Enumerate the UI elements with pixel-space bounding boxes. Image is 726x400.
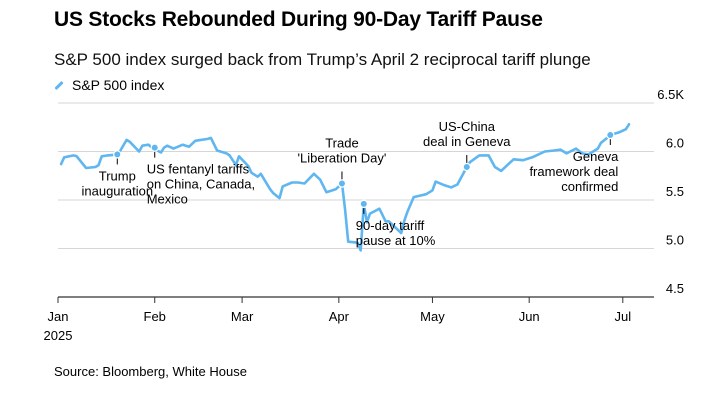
annotation-label-line: Mexico — [147, 192, 188, 207]
annotation-label-line: deal in Geneva — [423, 134, 511, 149]
annotation-label-line: framework deal — [529, 164, 618, 179]
annotation-label-line: Trade — [325, 136, 358, 151]
source-note: Source: Bloomberg, White House — [54, 364, 247, 379]
x-tick-sublabel: 2025 — [44, 328, 73, 343]
chart-title: US Stocks Rebounded During 90-Day Tariff… — [54, 8, 543, 31]
annotation-label-line: inauguration — [82, 183, 154, 198]
annotation-label: Geneva framework deal confirmed — [529, 149, 619, 194]
annotation-label-line: Trump — [99, 168, 136, 183]
annotation-label-line: confirmed — [561, 179, 618, 194]
sp500-line — [59, 123, 631, 252]
x-tick-label: Apr — [329, 309, 350, 324]
annotation-label-line: US-China — [439, 119, 496, 134]
annotation-label-line: on China, Canada, — [147, 177, 255, 192]
x-tick-label: Jun — [519, 309, 540, 324]
annotation-label: 90-day tariff pause at 10% — [356, 218, 436, 248]
annotation-marker — [359, 199, 369, 209]
annotation-label: Trump inauguration — [82, 168, 154, 198]
y-tick-label: 6.0 — [666, 136, 684, 151]
x-tick-label: Feb — [144, 309, 166, 324]
annotation-marker — [113, 150, 122, 159]
x-tick-label: May — [420, 309, 445, 324]
annotation-marker — [337, 179, 347, 188]
chart-subtitle: S&P 500 index surged back from Trump’s A… — [54, 50, 591, 69]
annotation-label: US fentanyl tariffs on China, Canada, Mexi… — [147, 162, 255, 207]
annotation-label-line: US fentanyl tariffs — [147, 162, 250, 177]
annotation-label-line: pause at 10% — [356, 233, 436, 248]
annotation-label-line: 'Liberation Day' — [298, 151, 387, 166]
annotation-marker — [606, 130, 615, 140]
annotation-label: Trade 'Liberation Day' — [298, 136, 387, 166]
y-tick-label: 6.5K — [657, 87, 684, 102]
x-tick-label: Jul — [614, 309, 631, 324]
x-tick-label: Jan — [48, 309, 69, 324]
annotation-label-line: Geneva — [573, 149, 619, 164]
y-tick-label: 5.0 — [666, 233, 684, 248]
y-tick-label: 4.5 — [666, 281, 684, 296]
annotation-label: US-China deal in Geneva — [423, 119, 511, 149]
annotation-marker — [462, 162, 471, 172]
x-tick-label: Mar — [231, 309, 254, 324]
legend-label: S&P 500 index — [72, 77, 165, 93]
legend: S&P 500 index — [54, 76, 164, 94]
y-tick-label: 5.5 — [666, 184, 684, 199]
annotation-marker — [150, 143, 159, 152]
annotation-label-line: 90-day tariff — [356, 218, 425, 233]
